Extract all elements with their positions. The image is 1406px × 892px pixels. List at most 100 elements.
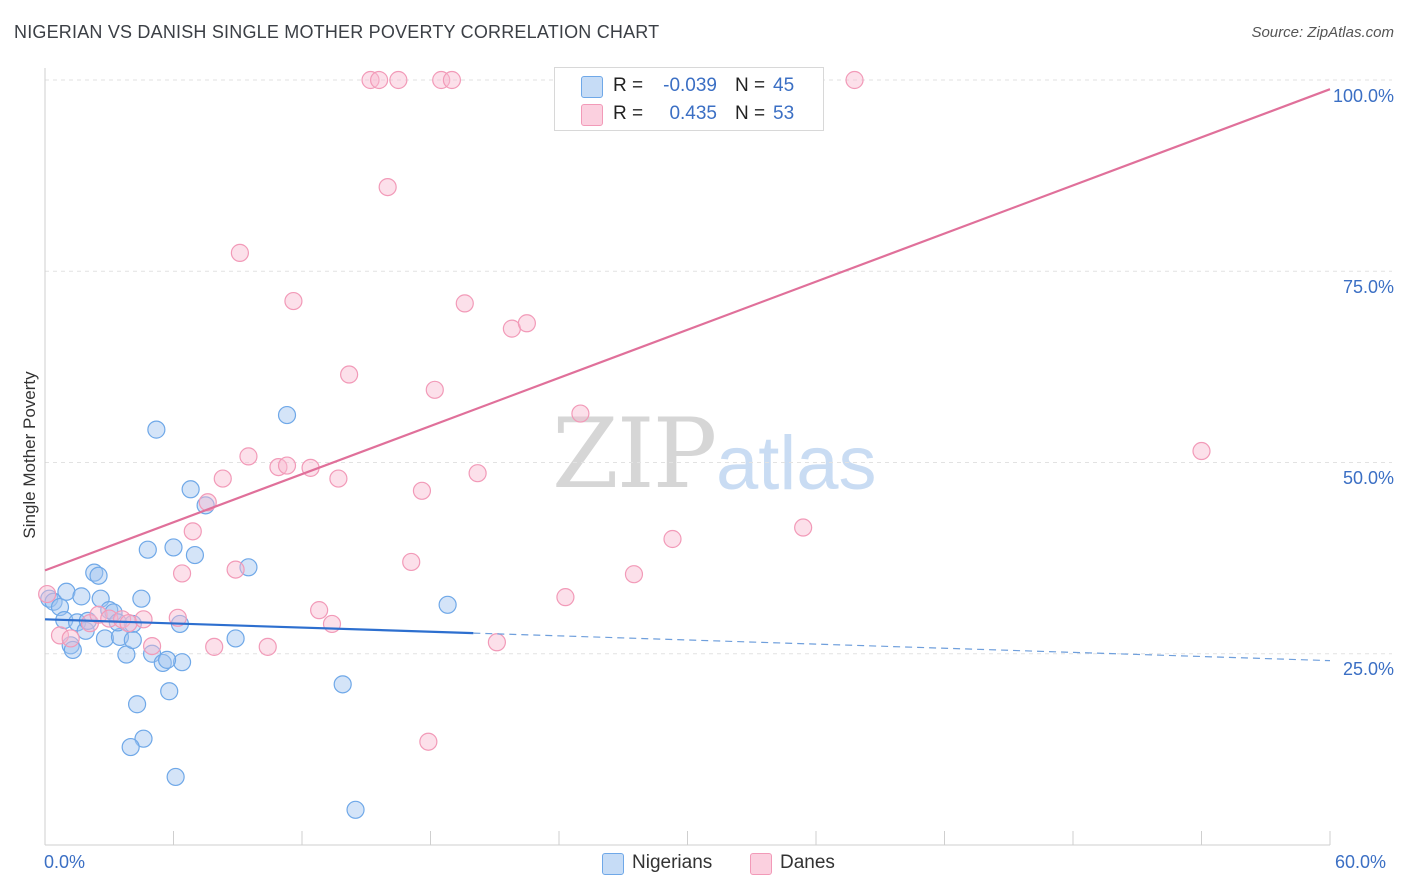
legend-row-nigerians: R = -0.039 N = 45 bbox=[555, 73, 823, 101]
point-danes bbox=[845, 70, 864, 90]
legend-n-value: 53 bbox=[773, 103, 795, 124]
point-danes bbox=[89, 605, 108, 624]
point-danes bbox=[134, 610, 153, 629]
y-tick-label-75: 75.0% bbox=[1342, 277, 1394, 297]
point-danes bbox=[61, 629, 80, 648]
point-nigerians bbox=[185, 545, 205, 565]
y-axis-label: Single Mother Poverty bbox=[20, 371, 39, 539]
point-danes bbox=[322, 614, 342, 634]
point-danes bbox=[230, 243, 249, 262]
point-danes bbox=[389, 70, 408, 90]
legend-n-label: N = bbox=[735, 103, 766, 124]
watermark-atlas: atlas bbox=[716, 421, 877, 506]
point-nigerians bbox=[157, 650, 177, 669]
point-danes bbox=[419, 732, 438, 751]
point-nigerians bbox=[132, 589, 151, 608]
point-danes bbox=[468, 464, 487, 483]
x-tick-label-min: 0.0% bbox=[44, 852, 86, 872]
point-danes bbox=[663, 529, 682, 549]
point-danes bbox=[571, 404, 590, 423]
point-danes bbox=[198, 493, 217, 512]
point-danes bbox=[624, 565, 644, 584]
point-danes bbox=[226, 560, 245, 579]
point-nigerians bbox=[72, 587, 91, 606]
point-danes bbox=[487, 633, 506, 652]
point-danes bbox=[205, 637, 224, 656]
point-danes bbox=[425, 380, 444, 399]
point-nigerians bbox=[127, 695, 147, 714]
point-danes bbox=[284, 291, 303, 311]
point-nigerians bbox=[181, 480, 200, 499]
watermark-zip: ZIP bbox=[552, 398, 717, 510]
x-tick-label-max: 60.0% bbox=[1335, 852, 1387, 872]
legend-swatch-nigerians bbox=[602, 853, 624, 875]
point-danes bbox=[258, 637, 277, 656]
point-danes bbox=[517, 314, 536, 333]
point-danes bbox=[142, 636, 162, 656]
point-danes bbox=[50, 626, 70, 645]
point-nigerians bbox=[166, 767, 185, 787]
legend-swatch-danes bbox=[750, 853, 772, 875]
point-nigerians bbox=[164, 538, 183, 557]
legend-row-danes: R = 0.435 N = 53 bbox=[555, 101, 823, 129]
legend-swatch-danes bbox=[581, 104, 603, 126]
point-danes bbox=[556, 588, 575, 607]
point-nigerians bbox=[147, 420, 166, 439]
legend-r-label: R = bbox=[613, 103, 644, 124]
point-danes bbox=[100, 609, 119, 628]
legend-n-value: 45 bbox=[773, 75, 795, 96]
legend-label-danes: Danes bbox=[780, 852, 835, 873]
point-nigerians bbox=[95, 629, 115, 648]
point-danes bbox=[1192, 441, 1211, 461]
point-danes bbox=[310, 601, 329, 620]
point-danes bbox=[213, 469, 232, 488]
legend-swatch-nigerians bbox=[581, 76, 603, 98]
point-danes bbox=[378, 178, 397, 197]
series-legend: Nigerians Danes bbox=[0, 852, 1406, 878]
point-nigerians bbox=[123, 630, 142, 650]
point-danes bbox=[239, 447, 258, 466]
legend-n-label: N = bbox=[735, 75, 766, 96]
point-nigerians bbox=[89, 566, 108, 585]
point-nigerians bbox=[121, 737, 140, 757]
point-nigerians bbox=[160, 682, 179, 701]
source-label: Source: ZipAtlas.com bbox=[1251, 24, 1394, 41]
point-nigerians bbox=[346, 800, 365, 819]
legend-label-nigerians: Nigerians bbox=[632, 852, 713, 873]
trendline-nigerians bbox=[44, 618, 474, 635]
point-danes bbox=[183, 522, 202, 541]
point-nigerians bbox=[134, 729, 153, 748]
point-danes bbox=[168, 608, 187, 627]
point-danes bbox=[172, 564, 192, 583]
point-danes bbox=[432, 70, 451, 90]
point-danes bbox=[455, 294, 474, 313]
point-nigerians bbox=[226, 629, 245, 648]
point-danes bbox=[329, 469, 348, 488]
point-danes bbox=[38, 584, 57, 604]
point-danes bbox=[277, 456, 297, 475]
point-danes bbox=[412, 481, 432, 500]
point-nigerians bbox=[438, 595, 457, 614]
point-danes bbox=[442, 70, 462, 90]
trendline-danes bbox=[44, 88, 1331, 572]
point-danes bbox=[794, 518, 813, 537]
point-nigerians bbox=[172, 653, 192, 672]
point-danes bbox=[340, 365, 359, 384]
trendline-nigerians-projected bbox=[473, 632, 1331, 662]
point-nigerians bbox=[333, 675, 352, 694]
y-tick-label-50: 50.0% bbox=[1342, 468, 1394, 488]
point-nigerians bbox=[63, 640, 82, 660]
correlation-legend: R = -0.039 N = 45 R = 0.435 N = 53 bbox=[554, 67, 824, 131]
legend-r-value: 0.435 bbox=[669, 103, 717, 124]
chart-title: NIGERIAN VS DANISH SINGLE MOTHER POVERTY… bbox=[14, 22, 660, 42]
point-nigerians bbox=[138, 540, 157, 559]
legend-r-label: R = bbox=[613, 75, 644, 96]
point-nigerians bbox=[277, 405, 297, 425]
legend-r-value: -0.039 bbox=[663, 75, 717, 96]
point-danes bbox=[370, 70, 389, 90]
point-danes bbox=[402, 552, 421, 572]
y-tick-label-100: 100.0% bbox=[1332, 86, 1394, 106]
point-nigerians bbox=[57, 582, 76, 601]
y-tick-label-25: 25.0% bbox=[1342, 659, 1394, 679]
